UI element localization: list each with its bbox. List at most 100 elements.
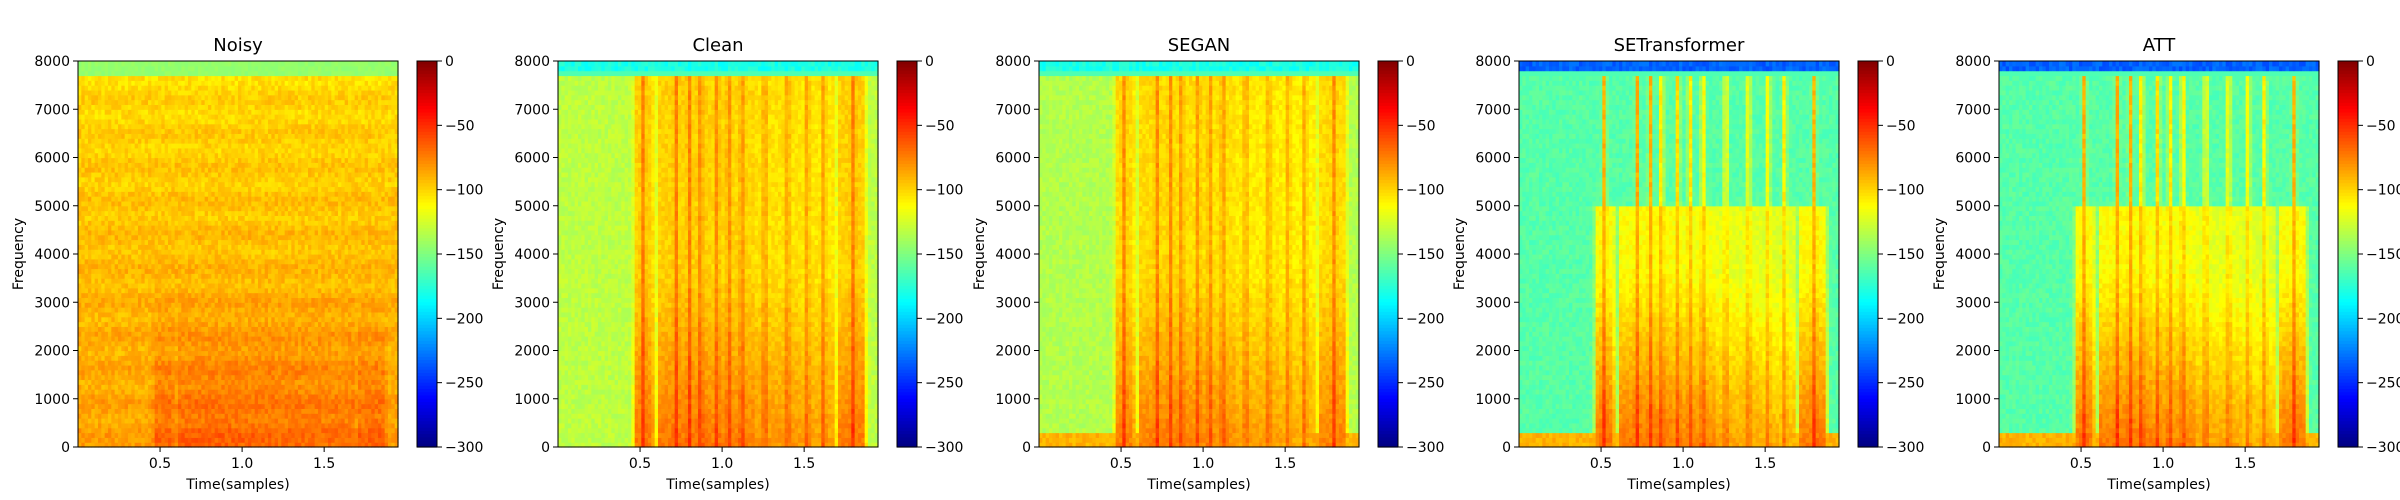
heatmap-cell bbox=[88, 249, 92, 255]
heatmap-cell bbox=[91, 99, 96, 106]
heatmap-cell bbox=[91, 147, 96, 154]
heatmap-cell bbox=[101, 282, 106, 289]
heatmap-cell bbox=[128, 210, 132, 216]
heatmap-cell bbox=[118, 65, 122, 72]
heatmap-cell bbox=[108, 94, 112, 101]
heatmap-cell bbox=[128, 422, 132, 429]
heatmap-cell bbox=[121, 345, 126, 352]
heatmap-cell bbox=[124, 254, 129, 260]
heatmap-cell bbox=[124, 307, 129, 313]
heatmap-cell bbox=[91, 75, 96, 81]
heatmap-cell bbox=[111, 171, 116, 178]
heatmap-cell bbox=[121, 162, 126, 168]
heatmap-cell bbox=[111, 369, 116, 376]
heatmap-cell bbox=[88, 418, 92, 424]
heatmap-cell bbox=[121, 422, 126, 429]
heatmap-cell bbox=[118, 263, 122, 270]
heatmap-cell bbox=[104, 292, 109, 299]
heatmap-cell bbox=[124, 302, 129, 308]
heatmap-cell bbox=[124, 379, 129, 385]
heatmap-cell bbox=[118, 85, 122, 91]
heatmap-cell bbox=[121, 109, 126, 115]
heatmap-cell bbox=[121, 369, 126, 376]
heatmap-cell bbox=[108, 167, 112, 173]
heatmap-cell bbox=[101, 340, 106, 347]
heatmap-cell bbox=[121, 437, 126, 443]
heatmap-cell bbox=[101, 99, 106, 106]
heatmap-cell bbox=[114, 311, 119, 318]
heatmap-cell bbox=[98, 340, 102, 347]
heatmap-cell bbox=[111, 225, 116, 231]
heatmap-cell bbox=[81, 427, 86, 434]
heatmap-cell bbox=[114, 85, 119, 91]
heatmap-cell bbox=[88, 104, 92, 110]
heatmap-cell bbox=[81, 389, 86, 395]
heatmap-cell bbox=[78, 244, 82, 250]
heatmap-cell bbox=[124, 355, 129, 361]
heatmap-cell bbox=[91, 94, 96, 101]
heatmap-cell bbox=[104, 340, 109, 347]
heatmap-cell bbox=[124, 316, 129, 323]
heatmap-cell bbox=[118, 287, 122, 294]
heatmap-cell bbox=[81, 340, 86, 347]
heatmap-cell bbox=[118, 123, 122, 130]
heatmap-cell bbox=[98, 210, 102, 216]
heatmap-cell bbox=[124, 364, 129, 371]
heatmap-cell bbox=[114, 307, 119, 313]
heatmap-cell bbox=[88, 196, 92, 202]
heatmap-cell bbox=[108, 109, 112, 115]
heatmap-cell bbox=[114, 258, 119, 265]
heatmap-cell bbox=[104, 167, 109, 173]
heatmap-cell bbox=[88, 75, 92, 81]
heatmap-cell bbox=[91, 374, 96, 381]
heatmap-cell bbox=[111, 311, 116, 318]
heatmap-cell bbox=[81, 374, 86, 381]
heatmap-cell bbox=[118, 118, 122, 125]
heatmap-cell bbox=[94, 360, 99, 366]
heatmap-cell bbox=[91, 297, 96, 303]
heatmap-cell bbox=[118, 413, 122, 419]
heatmap-cell bbox=[84, 94, 89, 101]
heatmap-cell bbox=[114, 340, 119, 347]
heatmap-cell bbox=[108, 200, 112, 207]
heatmap-cell bbox=[124, 393, 129, 400]
heatmap-cell bbox=[91, 104, 96, 110]
heatmap-cell bbox=[111, 287, 116, 294]
heatmap-cell bbox=[98, 273, 102, 279]
heatmap-cell bbox=[128, 181, 132, 188]
heatmap-cell bbox=[78, 258, 82, 265]
heatmap-cell bbox=[78, 200, 82, 207]
heatmap-cell bbox=[91, 278, 96, 284]
heatmap-cell bbox=[128, 379, 132, 385]
heatmap-cell bbox=[81, 225, 86, 231]
heatmap-cell bbox=[81, 210, 86, 216]
heatmap-cell bbox=[101, 176, 106, 183]
heatmap-cell bbox=[78, 205, 82, 212]
heatmap-cell bbox=[114, 167, 119, 173]
heatmap-cell bbox=[108, 292, 112, 299]
heatmap-cell bbox=[84, 379, 89, 385]
heatmap-cell bbox=[111, 350, 116, 356]
heatmap-cell bbox=[118, 427, 122, 434]
panel-title: Noisy bbox=[213, 35, 263, 56]
heatmap-cell bbox=[124, 85, 129, 91]
heatmap-cell bbox=[124, 205, 129, 212]
heatmap-cell bbox=[108, 210, 112, 216]
heatmap-cell bbox=[91, 287, 96, 294]
heatmap-cell bbox=[111, 268, 116, 274]
heatmap-cell bbox=[118, 345, 122, 352]
heatmap-cell bbox=[94, 432, 99, 438]
heatmap-cell bbox=[98, 65, 102, 72]
heatmap-cell bbox=[101, 143, 106, 149]
heatmap-cell bbox=[118, 162, 122, 168]
heatmap-cell bbox=[91, 408, 96, 414]
heatmap-cell bbox=[84, 336, 89, 342]
heatmap-cell bbox=[111, 384, 116, 390]
heatmap-cell bbox=[114, 143, 119, 149]
heatmap-cell bbox=[101, 61, 106, 67]
heatmap-cell bbox=[114, 297, 119, 303]
heatmap-cell bbox=[121, 94, 126, 101]
heatmap-cell bbox=[88, 311, 92, 318]
heatmap-cell bbox=[111, 128, 116, 134]
heatmap-cell bbox=[88, 292, 92, 299]
